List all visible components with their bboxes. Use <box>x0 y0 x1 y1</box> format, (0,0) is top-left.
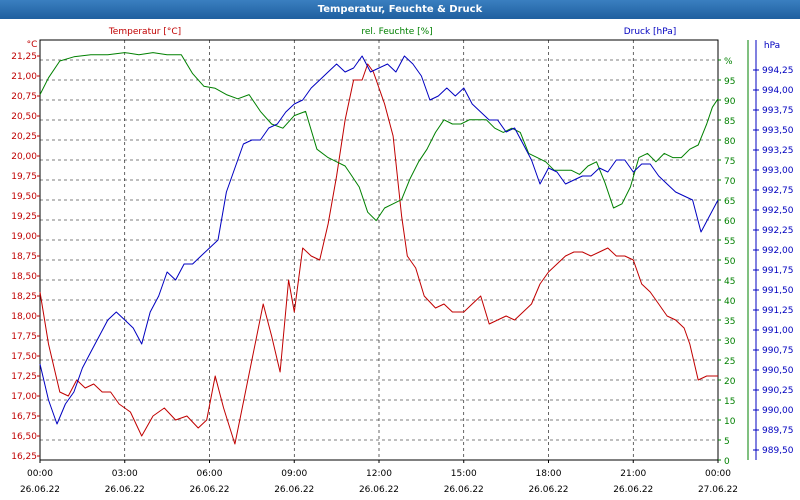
humidity-tick-label: 0 <box>724 457 730 467</box>
pressure-tick-label: 994,25 <box>762 66 794 76</box>
pressure-tick-label: 993,00 <box>762 166 794 176</box>
humidity-tick-label: 95 <box>724 77 735 87</box>
humidity-tick-label: 50 <box>724 257 736 267</box>
humidity-tick-label: 30 <box>724 337 736 347</box>
humidity-tick-label: 35 <box>724 317 735 327</box>
pressure-tick-label: 990,75 <box>762 346 794 356</box>
pressure-tick-label: 990,25 <box>762 386 794 396</box>
temperature-tick-label: 20,50 <box>11 112 37 122</box>
humidity-tick-label: 10 <box>724 417 736 427</box>
date-tick-label: 26.06.22 <box>189 485 229 495</box>
temperature-tick-label: 17,50 <box>11 352 37 362</box>
humidity-tick-label: 25 <box>724 357 735 367</box>
pressure-axis: 989,50 989,75 990,00 990,25 990,50 990,75 991,… <box>753 40 794 460</box>
pressure-tick-label: 992,50 <box>762 206 794 216</box>
date-tick-label: 26.06.22 <box>528 485 568 495</box>
pressure-tick-label: 991,75 <box>762 266 794 276</box>
legend-temperature: Temperatur [°C] <box>108 27 181 37</box>
pressure-tick-label: 992,75 <box>762 186 794 196</box>
temperature-tick-label: 20,25 <box>11 132 37 142</box>
temperature-tick-label: 19,50 <box>11 192 37 202</box>
grid-lines <box>40 40 718 460</box>
pressure-tick-label: 989,75 <box>762 426 794 436</box>
temperature-tick-label: 17,00 <box>11 392 37 402</box>
pressure-tick-label: 993,50 <box>762 126 794 136</box>
humidity-tick-label: 75 <box>724 157 735 167</box>
pressure-tick-label: 991,00 <box>762 326 794 336</box>
temperature-unit: °C <box>27 40 38 50</box>
humidity-tick-label: 5 <box>724 437 730 447</box>
time-tick-label: 03:00 <box>112 469 138 479</box>
humidity-axis: 0 5 10 15 20 25 30 35 40 45 50 55 60 65 70 75 80 85 90 95% <box>718 40 749 467</box>
pressure-tick-label: 991,50 <box>762 286 794 296</box>
temperature-tick-label: 17,25 <box>11 372 37 382</box>
humidity-tick-label: 90 <box>724 97 736 107</box>
pressure-tick-label: 993,75 <box>762 106 794 116</box>
humidity-tick-label: 85 <box>724 117 735 127</box>
date-tick-label: 26.06.22 <box>444 485 484 495</box>
temperature-tick-label: 18,00 <box>11 312 37 322</box>
pressure-tick-label: 990,00 <box>762 406 794 416</box>
temperature-axis: 16,25 16,50 16,75 17,00 17,25 17,50 17,75 18,00… <box>11 52 40 462</box>
date-tick-label: 26.06.22 <box>359 485 399 495</box>
temperature-tick-label: 16,75 <box>11 412 37 422</box>
time-axis: 00:00 26.06.22 03:00 26.06.22 06:00 26.06.22 0… <box>20 460 738 495</box>
date-tick-label: 26.06.22 <box>105 485 145 495</box>
temperature-line <box>39 63 718 445</box>
pressure-tick-label: 992,00 <box>762 246 794 256</box>
date-tick-label: 26.06.22 <box>274 485 314 495</box>
humidity-line <box>39 52 719 222</box>
time-tick-label: 00:00 <box>27 469 53 479</box>
pressure-line <box>39 55 719 425</box>
time-tick-label: 18:00 <box>536 469 562 479</box>
pressure-tick-label: 989,50 <box>762 446 794 456</box>
humidity-tick-label: 15 <box>724 397 735 407</box>
humidity-tick-label: 55 <box>724 237 735 247</box>
legend-humidity: rel. Feuchte [%] <box>361 27 432 37</box>
chart-title: Temperatur, Feuchte & Druck <box>0 0 800 19</box>
time-tick-label: 09:00 <box>281 469 307 479</box>
temperature-tick-label: 19,00 <box>11 232 37 242</box>
humidity-tick-label: 20 <box>724 377 736 387</box>
temperature-tick-label: 18,50 <box>11 272 37 282</box>
temperature-tick-label: 16,50 <box>11 432 37 442</box>
temperature-tick-label: 21,25 <box>11 52 37 62</box>
humidity-tick-label: 45 <box>724 277 735 287</box>
temperature-tick-label: 17,75 <box>11 332 37 342</box>
temperature-tick-label: 20,00 <box>11 152 37 162</box>
humidity-tick-label: 65 <box>724 197 735 207</box>
humidity-tick-label: 80 <box>724 137 736 147</box>
date-tick-label: 26.06.22 <box>613 485 653 495</box>
temperature-tick-label: 16,25 <box>11 452 37 462</box>
humidity-tick-label: 60 <box>724 217 736 227</box>
pressure-tick-label: 994,00 <box>762 86 794 96</box>
time-tick-label: 21:00 <box>620 469 646 479</box>
pressure-tick-label: 991,25 <box>762 306 794 316</box>
temperature-tick-label: 18,75 <box>11 252 37 262</box>
humidity-tick-label: 40 <box>724 297 736 307</box>
pressure-tick-label: 992,25 <box>762 226 794 236</box>
humidity-tick-label: % <box>724 57 733 67</box>
time-tick-label: 15:00 <box>451 469 477 479</box>
date-tick-label: 26.06.22 <box>20 485 60 495</box>
humidity-tick-label: 70 <box>724 177 736 187</box>
date-tick-label: 27.06.22 <box>698 485 738 495</box>
pressure-tick-label: 993,25 <box>762 146 794 156</box>
time-tick-label: 12:00 <box>366 469 392 479</box>
temperature-tick-label: 18,25 <box>11 292 37 302</box>
temperature-tick-label: 19,25 <box>11 212 37 222</box>
time-tick-label: 00:00 <box>705 469 731 479</box>
pressure-tick-label: 990,50 <box>762 366 794 376</box>
temperature-tick-label: 21,00 <box>11 72 37 82</box>
time-tick-label: 06:00 <box>197 469 223 479</box>
temperature-tick-label: 19,75 <box>11 172 37 182</box>
temperature-tick-label: 20,75 <box>11 92 37 102</box>
legend-pressure: Druck [hPa] <box>624 27 677 37</box>
pressure-unit: hPa <box>764 41 780 51</box>
series-layer <box>39 52 719 445</box>
